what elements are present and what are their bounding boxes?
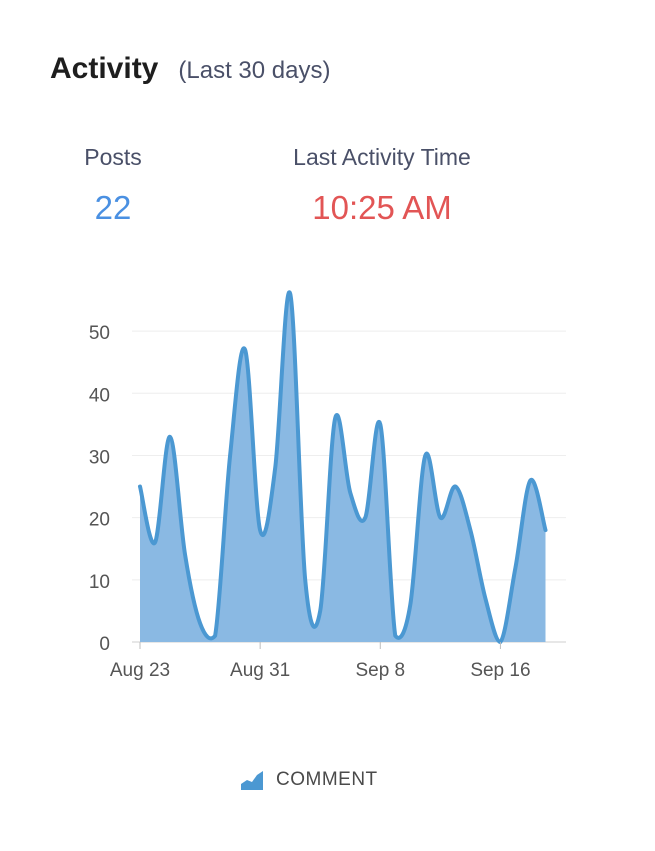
- data-point: [228, 454, 232, 458]
- data-point: [408, 603, 412, 607]
- last-activity-value: 10:25 AM: [312, 189, 452, 226]
- posts-value: 22: [94, 189, 132, 226]
- posts-stat: Posts 22: [66, 144, 160, 227]
- area-chart-icon: [241, 771, 263, 790]
- y-tick-label: 10: [89, 572, 110, 593]
- data-point: [288, 292, 292, 296]
- data-point: [544, 528, 548, 532]
- data-point: [138, 485, 142, 489]
- last-activity-stat: Last Activity Time 10:25 AM: [262, 144, 502, 227]
- data-point: [303, 578, 307, 582]
- y-tick-label: 30: [89, 447, 110, 468]
- widget-title: Activity: [50, 52, 159, 85]
- data-point: [258, 528, 262, 532]
- data-point: [423, 454, 427, 458]
- y-tick-label: 40: [89, 385, 110, 406]
- x-tick-label: Sep 16: [470, 660, 530, 681]
- data-point: [453, 485, 457, 489]
- data-point: [153, 541, 157, 545]
- y-tick-label: 20: [89, 510, 110, 531]
- widget-subtitle: (Last 30 days): [178, 57, 331, 84]
- widget-header: Activity (Last 30 days): [50, 52, 330, 86]
- data-point: [363, 516, 367, 520]
- x-tick-label: Aug 31: [230, 660, 290, 681]
- series-line-comment: [138, 290, 548, 644]
- data-point: [483, 597, 487, 601]
- data-point: [273, 466, 277, 470]
- x-tick-label: Sep 8: [355, 660, 405, 681]
- data-point: [168, 435, 172, 439]
- posts-label: Posts: [84, 144, 142, 170]
- data-point: [318, 609, 322, 613]
- data-point: [514, 565, 518, 569]
- x-tick-label: Aug 23: [110, 660, 170, 681]
- data-point: [243, 348, 247, 352]
- y-tick-label: 50: [89, 323, 110, 344]
- data-point: [333, 416, 337, 420]
- chart-legend[interactable]: COMMENT: [240, 768, 378, 792]
- data-point: [438, 516, 442, 520]
- data-point: [378, 422, 382, 426]
- data-point: [183, 553, 187, 557]
- data-point: [198, 621, 202, 625]
- legend-label-comment: COMMENT: [276, 769, 378, 790]
- data-point: [348, 491, 352, 495]
- data-point: [213, 634, 217, 638]
- data-point: [529, 478, 533, 482]
- data-point: [468, 528, 472, 532]
- last-activity-label: Last Activity Time: [293, 144, 471, 170]
- series-area-comment: [140, 292, 546, 642]
- y-tick-label: 0: [99, 634, 110, 655]
- data-point: [393, 634, 397, 638]
- activity-chart: 0 10 20 30 40 50 Aug 23 Aug 31 Sep 8 Sep 16: [89, 290, 566, 681]
